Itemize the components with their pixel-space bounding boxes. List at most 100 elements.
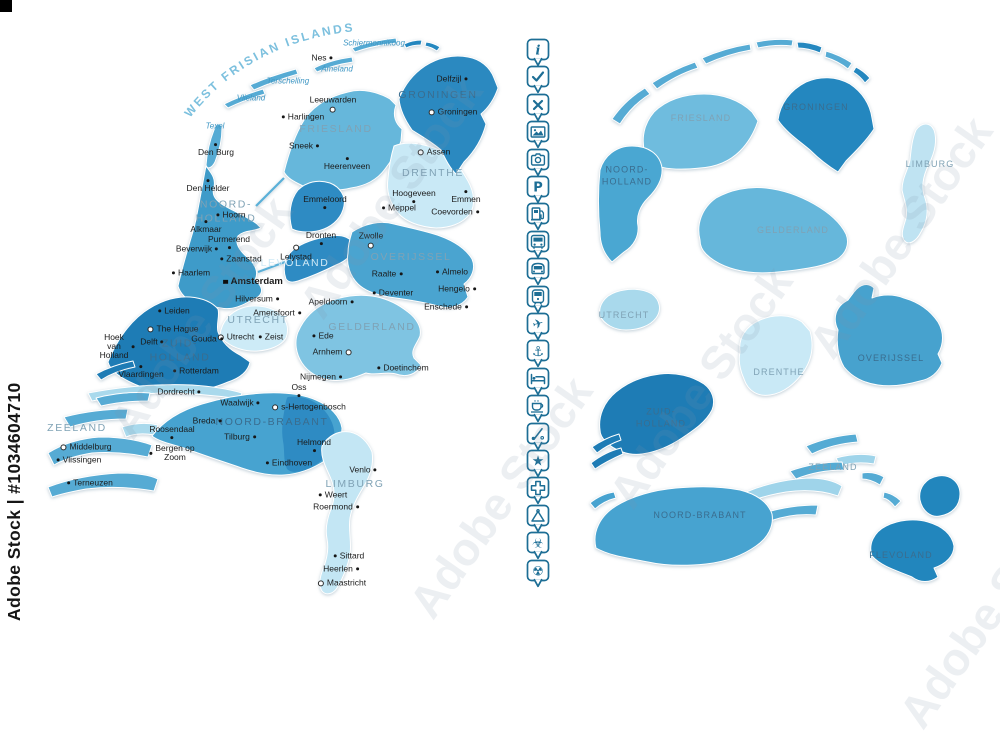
- city-label-hengelo: Hengelo: [438, 284, 476, 293]
- city-marker: [281, 115, 285, 119]
- exploded-noord-brabant-spit: [589, 491, 617, 510]
- city-name: Beverwijk: [175, 243, 213, 254]
- island-vlieland-shape: [223, 88, 266, 109]
- province-label-utrecht: UTRECHT: [227, 314, 289, 327]
- city-marker: [171, 271, 175, 275]
- province-label-right-groningen: GRONINGEN: [783, 102, 849, 113]
- exploded-zeeland-shape: [745, 477, 843, 503]
- city-label-zwolle: Zwolle: [359, 231, 383, 249]
- province-label-right-friesland: FRIESLAND: [670, 113, 732, 124]
- city-name: Purmerend: [207, 234, 251, 245]
- city-marker: [373, 468, 377, 472]
- cafe-icon: [526, 394, 550, 423]
- city-label-emmen: Emmen: [451, 190, 481, 204]
- city-label-arnhem: Arnhem: [313, 347, 352, 356]
- island-label-ameland: Ameland: [321, 64, 353, 74]
- check-icon: [526, 66, 550, 94]
- city-label-coevorden: Coevorden: [431, 207, 479, 216]
- city-label-eindhoven: Eindhoven: [265, 457, 313, 468]
- city-marker: [292, 244, 299, 251]
- city-marker: [399, 272, 403, 276]
- left-map-detailed: [47, 37, 499, 595]
- city-name: Deventer: [378, 287, 414, 298]
- province-label-right-overijssel: OVERIJSSEL: [857, 353, 925, 364]
- exploded-noord-brabant-shape: [594, 486, 773, 566]
- province-label-noord-holland: NOORD- HOLLAND: [195, 198, 257, 224]
- city-marker: [312, 334, 316, 338]
- city-marker: [333, 554, 337, 558]
- city-label-purmerend: Purmerend: [207, 234, 251, 249]
- city-label-bergen-op-zoom: Bergen op Zoom: [149, 443, 195, 462]
- city-name: Roosendaal: [149, 424, 195, 435]
- city-label-leiden: Leiden: [158, 306, 190, 315]
- city-name: Amsterdam: [230, 275, 283, 287]
- island-goeree-shape: [95, 392, 151, 407]
- city-name: Gouda: [191, 333, 217, 344]
- exploded-zuid-holland-spit: [591, 433, 622, 454]
- city-name: Vlaardingen: [118, 368, 164, 379]
- city-label-deventer: Deventer: [372, 287, 414, 298]
- zuid-holland-spit-shape: [95, 360, 136, 381]
- city-marker: [147, 325, 154, 332]
- city-label-emmeloord: Emmeloord: [303, 194, 347, 209]
- island-label-schiermonnikoog: Schiermonnikoog: [343, 38, 405, 48]
- islet-shape: [424, 41, 441, 52]
- city-marker: [316, 144, 320, 148]
- city-label-hoogeveen: Hoogeveen: [392, 188, 436, 203]
- city-name: Tilburg: [224, 431, 250, 442]
- city-marker: [265, 461, 269, 465]
- city-name: Haarlem: [177, 267, 211, 278]
- city-name: Raalte: [371, 268, 397, 279]
- city-name: Lelystad: [280, 251, 312, 262]
- city-label-apeldoorn: Apeldoorn: [309, 297, 354, 306]
- info-icon: i: [526, 38, 550, 67]
- city-marker: [256, 401, 260, 405]
- city-label-zeist: Zeist: [258, 332, 283, 341]
- city-label-roermond: Roermond: [313, 502, 359, 511]
- island-terschelling-shape: [249, 68, 299, 91]
- city-label-hoek-van-holland: Hoek van Holland: [100, 333, 135, 361]
- exploded-zeeland-shape: [763, 504, 819, 522]
- city-name: Leeuwarden: [309, 94, 357, 105]
- train-icon: [526, 285, 550, 313]
- city-label-breda: Breda: [193, 416, 222, 425]
- city-name: Hengelo: [438, 283, 470, 294]
- svg-text:☢: ☢: [532, 564, 544, 579]
- city-marker: [382, 206, 386, 210]
- island-arc-shape: [796, 41, 823, 54]
- city-name: Hilversum: [235, 293, 273, 304]
- exploded-zeeland-shape: [882, 491, 902, 508]
- afsluitdijk-causeway: [255, 177, 285, 207]
- city-marker: [318, 493, 322, 497]
- city-label-helmond: Helmond: [297, 437, 331, 452]
- svg-text:P: P: [533, 181, 543, 196]
- city-marker: [464, 190, 468, 194]
- city-marker: [417, 148, 424, 155]
- province-shape-flevoland-noordoostpolder: [289, 180, 345, 233]
- city-name: Leiden: [164, 305, 190, 316]
- city-label-weert: Weert: [318, 490, 347, 499]
- city-name: Nes: [311, 52, 327, 63]
- houtribdijk-causeway: [257, 261, 286, 273]
- city-name: Eindhoven: [271, 457, 313, 468]
- radiation-icon: ☢: [526, 559, 550, 587]
- svg-text:✈: ✈: [531, 316, 546, 333]
- city-name: Amersfoort: [253, 307, 295, 318]
- province-label-right-gelderland: GELDERLAND: [756, 225, 830, 236]
- province-label-zeeland: ZEELAND: [47, 422, 107, 435]
- city-name: Delft: [140, 336, 158, 347]
- island-schouwen-shape: [63, 408, 129, 428]
- city-label-heerenveen: Heerenveen: [324, 157, 370, 171]
- city-marker: [319, 241, 323, 245]
- city-name: Assen: [426, 146, 451, 157]
- province-label-right-utrecht: UTRECHT: [598, 310, 650, 321]
- city-label-vlaardingen: Vlaardingen: [118, 365, 164, 379]
- city-marker: [345, 157, 349, 161]
- city-label-enschede: Enschede: [424, 302, 468, 311]
- island-arc-shape: [651, 61, 699, 90]
- city-marker: [355, 567, 359, 571]
- city-marker: [475, 210, 479, 214]
- city-name: Doetinchem: [383, 362, 429, 373]
- city-label-haarlem: Haarlem: [171, 267, 211, 278]
- city-label-utrecht: Utrecht: [217, 332, 254, 341]
